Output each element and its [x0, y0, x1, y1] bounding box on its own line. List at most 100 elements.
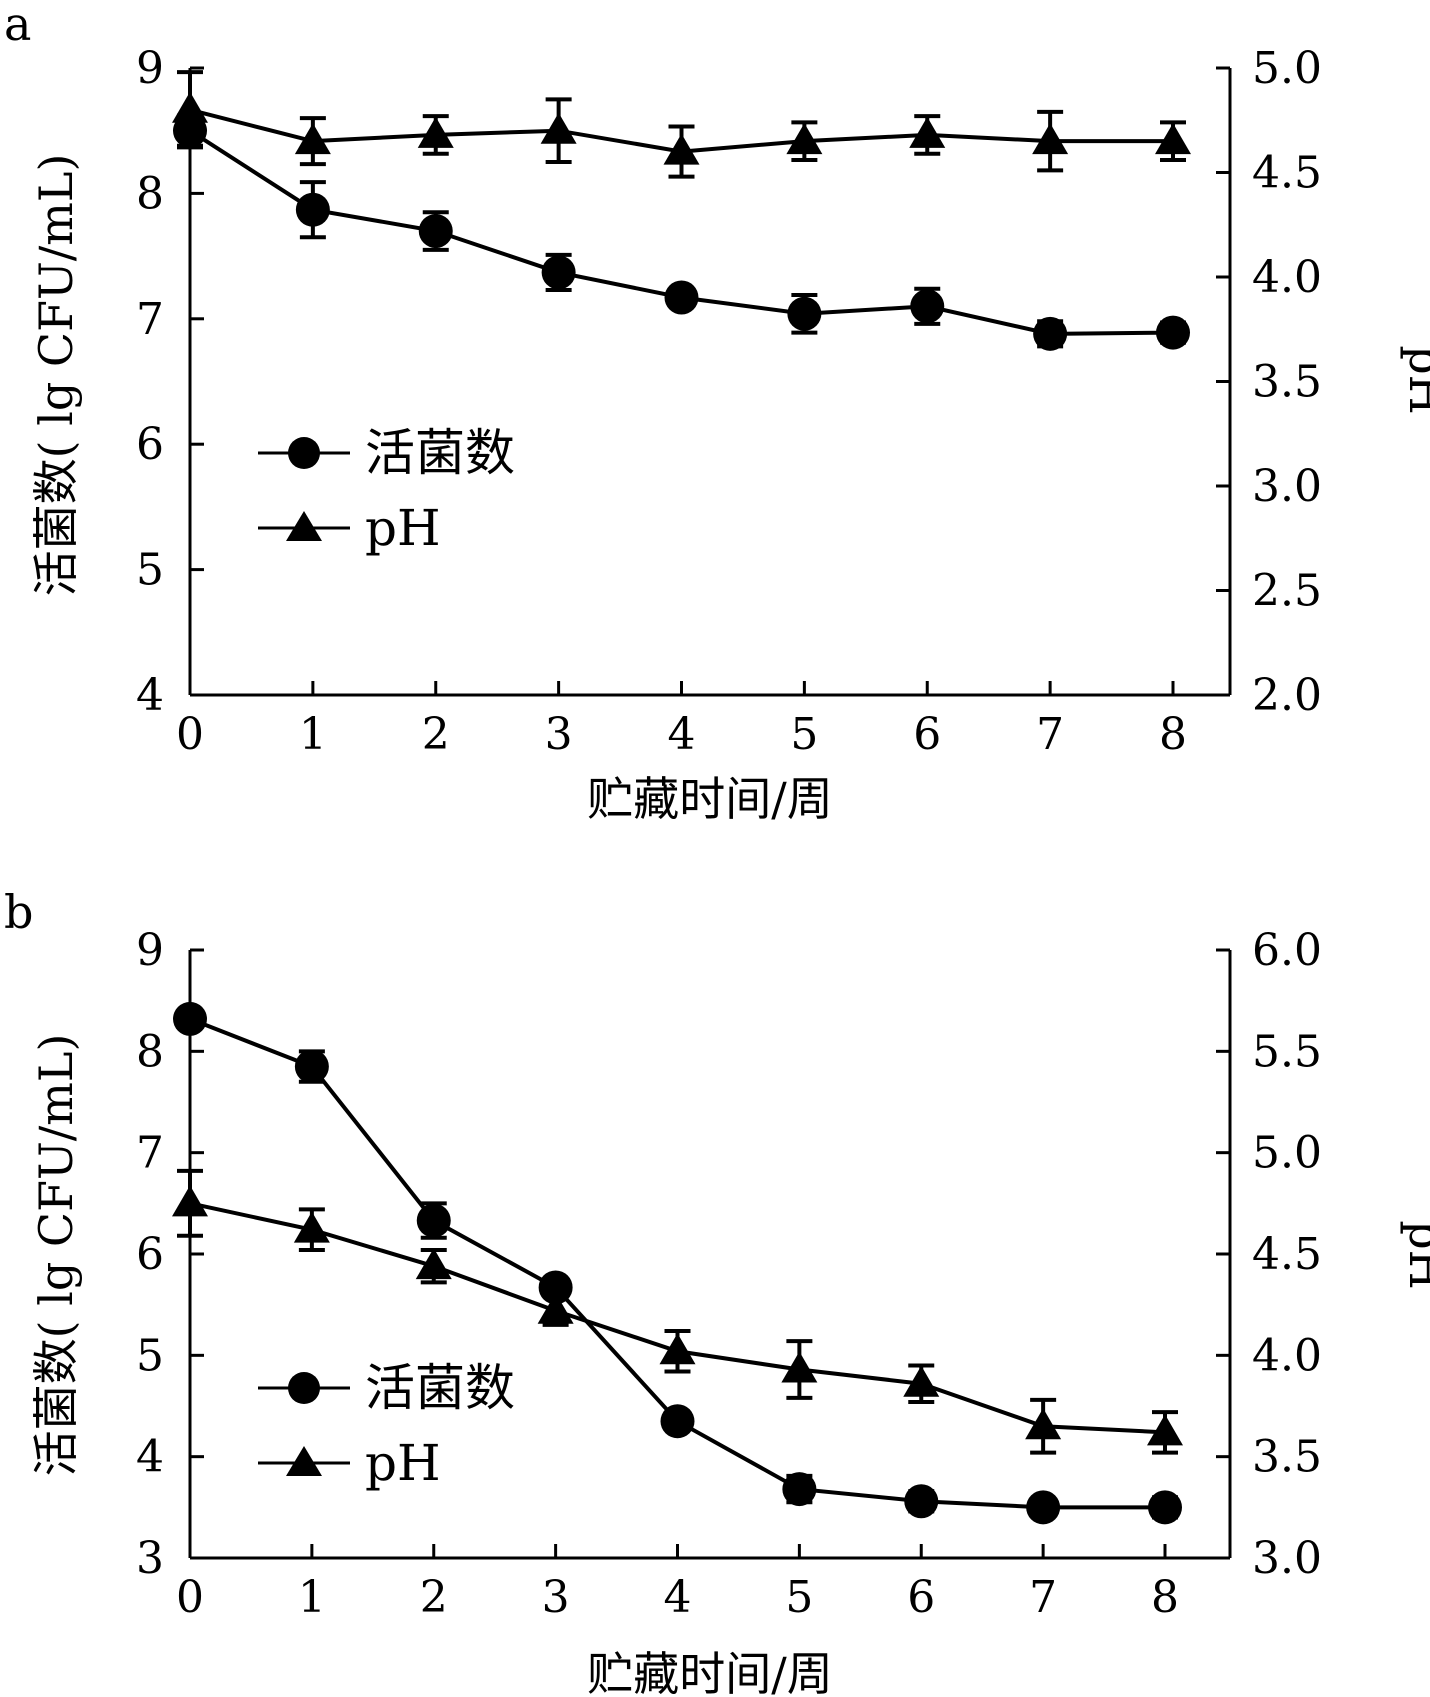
legend-marker-circle-a	[288, 437, 320, 469]
x-tick-label: 1	[298, 1572, 326, 1623]
right-y-tick-label: 3.5	[1252, 357, 1322, 408]
data-point-ph	[1025, 1408, 1062, 1440]
right-y-tick-label: 6.0	[1252, 925, 1322, 976]
data-point-viable-count	[1026, 1490, 1061, 1525]
right-y-tick-label: 3.5	[1252, 1432, 1322, 1483]
data-point-viable-count	[295, 192, 330, 227]
x-axis-title-b: 贮藏时间/周	[587, 1647, 833, 1697]
left-y-tick-label: 7	[136, 1128, 164, 1179]
legend-label-ph-b: pH	[365, 1434, 441, 1492]
x-tick-label: 5	[785, 1572, 813, 1623]
x-tick-label: 0	[176, 709, 204, 760]
series-group-b	[172, 1001, 1183, 1525]
right-y-tick-label: 2.0	[1252, 670, 1322, 721]
legend-a: 活菌数 pH	[258, 424, 515, 557]
left-y-axis-title-a: 活菌数( lg CFU/mL)	[29, 154, 83, 597]
data-point-viable-count	[1148, 1490, 1182, 1525]
right-y-tick-label: 4.5	[1252, 148, 1322, 199]
data-point-ph	[909, 116, 946, 148]
x-tick-label: 4	[664, 1572, 692, 1623]
legend-marker-triangle-a	[286, 511, 322, 541]
x-tick-label: 4	[668, 709, 696, 760]
x-tick-label: 3	[542, 1572, 570, 1623]
left-y-tick-label: 5	[136, 545, 164, 596]
x-tick-label: 3	[545, 709, 573, 760]
data-point-ph	[786, 123, 823, 155]
left-y-tick-label: 3	[136, 1533, 164, 1584]
data-point-ph	[293, 1211, 330, 1243]
right-y-tick-label: 3.0	[1252, 461, 1322, 512]
x-tick-label: 2	[420, 1572, 448, 1623]
x-axis-title-a: 贮藏时间/周	[587, 772, 833, 826]
x-tick-label: 7	[1029, 1572, 1057, 1623]
x-tick-label: 2	[422, 709, 450, 760]
axis-ticks-a: 0 1 2 3 4 5 6 7 8 4 5 6 7 8 9 2.0 2.5 3.0 3.5 4.0 4.5 5.0	[136, 43, 1322, 760]
x-tick-label: 6	[907, 1572, 935, 1623]
data-point-ph	[1155, 123, 1191, 155]
data-point-viable-count	[294, 1049, 329, 1084]
panel-label-b: b	[4, 885, 33, 939]
left-y-tick-label: 9	[136, 925, 164, 976]
left-y-tick-label: 4	[136, 670, 164, 721]
right-y-tick-label: 3.0	[1252, 1533, 1322, 1584]
right-y-tick-label: 5.0	[1252, 1128, 1322, 1179]
data-point-ph	[294, 123, 331, 155]
x-tick-label: 8	[1151, 1572, 1179, 1623]
data-point-viable-count	[660, 1404, 695, 1439]
left-y-tick-label: 7	[136, 294, 164, 345]
legend-label-viable-b: 活菌数	[365, 1359, 515, 1417]
left-y-tick-label: 8	[136, 1026, 164, 1077]
data-point-ph	[1147, 1414, 1183, 1446]
right-y-axis-title-a: pH	[1399, 345, 1430, 415]
data-point-viable-count	[416, 1203, 451, 1238]
data-point-ph	[781, 1351, 818, 1383]
right-y-tick-label: 4.5	[1252, 1229, 1322, 1280]
data-point-ph	[663, 133, 700, 165]
panel-label-a: a	[4, 0, 31, 51]
right-y-tick-label: 4.0	[1252, 252, 1322, 303]
x-tick-label: 8	[1159, 709, 1187, 760]
axis-ticks-b: 0 1 2 3 4 5 6 7 8 3 4 5 6 7 8 9 3.0 3.5 4.0 4.5 5.0 5.5 6.0	[136, 925, 1322, 1623]
data-point-ph	[172, 91, 208, 123]
data-point-viable-count	[910, 289, 945, 324]
left-y-tick-label: 8	[136, 168, 164, 219]
x-tick-label: 6	[913, 709, 941, 760]
data-point-ph	[903, 1365, 940, 1397]
x-tick-label: 1	[299, 709, 327, 760]
x-tick-label: 5	[790, 709, 818, 760]
x-tick-label: 7	[1036, 709, 1064, 760]
legend-b: 活菌数 pH	[258, 1359, 515, 1492]
legend-label-viable-a: 活菌数	[365, 424, 515, 482]
data-point-viable-count	[1033, 316, 1068, 351]
left-y-tick-label: 9	[136, 43, 164, 94]
left-y-tick-label: 6	[136, 1229, 164, 1280]
data-point-ph	[659, 1333, 696, 1365]
panel-b: b 0 1 2 3 4 5 6 7 834567893.03.54.04.55.05.56.0 …	[4, 885, 1430, 1697]
data-point-ph	[1032, 123, 1069, 155]
right-y-tick-label: 5.0	[1252, 43, 1322, 94]
data-point-viable-count	[782, 1472, 817, 1507]
series-group-a	[172, 70, 1191, 351]
panel-a: a 0 1 2 3 4 5 6 7 8 4 5 6 7 8 9 2.0 2.5 3.0 3.5 4.0 4.5 5.0 贮…	[4, 0, 1430, 826]
legend-marker-triangle-b	[286, 1446, 322, 1476]
left-y-tick-label: 4	[136, 1432, 164, 1483]
data-point-ph	[415, 1248, 452, 1280]
x-tick-label: 0	[176, 1572, 204, 1623]
data-point-viable-count	[787, 296, 822, 331]
data-point-viable-count	[541, 255, 576, 290]
data-point-ph	[417, 116, 454, 148]
right-y-axis-title-b: pH	[1399, 1220, 1430, 1290]
right-y-tick-label: 5.5	[1252, 1026, 1322, 1077]
legend-label-ph-a: pH	[365, 499, 441, 557]
data-point-ph	[172, 1185, 208, 1217]
data-point-viable-count	[418, 214, 453, 249]
data-point-viable-count	[664, 280, 699, 315]
legend-marker-circle-b	[288, 1372, 320, 1404]
data-point-viable-count	[173, 1001, 207, 1036]
data-point-ph	[540, 112, 577, 144]
data-point-viable-count	[1156, 315, 1190, 350]
right-y-tick-label: 2.5	[1252, 566, 1322, 617]
left-y-tick-label: 6	[136, 419, 164, 470]
right-y-tick-label: 4.0	[1252, 1330, 1322, 1381]
